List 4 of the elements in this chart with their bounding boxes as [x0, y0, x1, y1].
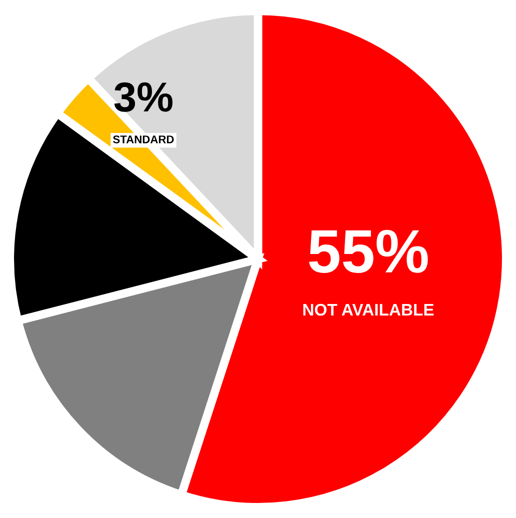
slice-label: NOT AVAILABLE [303, 304, 434, 316]
data-label: 3% [114, 82, 172, 112]
slice-label: STANDARD [113, 135, 174, 144]
data-label: 55% [308, 230, 428, 274]
